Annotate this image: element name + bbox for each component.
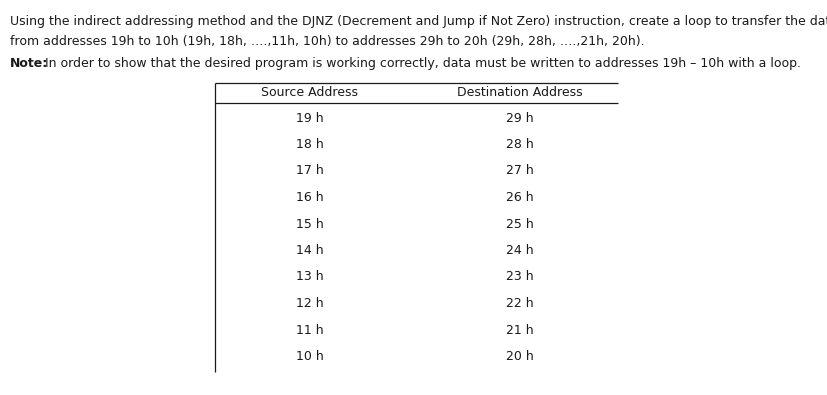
Text: 23 h: 23 h: [505, 271, 533, 284]
Text: 14 h: 14 h: [296, 244, 323, 257]
Text: 18 h: 18 h: [296, 138, 323, 151]
Text: 28 h: 28 h: [505, 138, 533, 151]
Text: 22 h: 22 h: [505, 297, 533, 310]
Text: In order to show that the desired program is working correctly, data must be wri: In order to show that the desired progra…: [41, 57, 800, 70]
Text: 29 h: 29 h: [505, 111, 533, 124]
Text: 17 h: 17 h: [296, 164, 323, 177]
Text: 27 h: 27 h: [505, 164, 533, 177]
Text: Note:: Note:: [10, 57, 48, 70]
Text: 11 h: 11 h: [296, 324, 323, 337]
Text: 12 h: 12 h: [296, 297, 323, 310]
Text: 25 h: 25 h: [505, 218, 533, 231]
Text: 19 h: 19 h: [296, 111, 323, 124]
Text: 15 h: 15 h: [296, 218, 323, 231]
Text: 20 h: 20 h: [505, 350, 533, 363]
Text: 21 h: 21 h: [505, 324, 533, 337]
Text: 13 h: 13 h: [296, 271, 323, 284]
Text: Using the indirect addressing method and the DJNZ (Decrement and Jump if Not Zer: Using the indirect addressing method and…: [10, 15, 827, 28]
Text: 24 h: 24 h: [505, 244, 533, 257]
Text: Source Address: Source Address: [261, 85, 358, 98]
Text: from addresses 19h to 10h (19h, 18h, ….,11h, 10h) to addresses 29h to 20h (29h, : from addresses 19h to 10h (19h, 18h, ….,…: [10, 35, 644, 48]
Text: 26 h: 26 h: [505, 191, 533, 204]
Text: Destination Address: Destination Address: [457, 85, 582, 98]
Text: 10 h: 10 h: [296, 350, 323, 363]
Text: 16 h: 16 h: [296, 191, 323, 204]
